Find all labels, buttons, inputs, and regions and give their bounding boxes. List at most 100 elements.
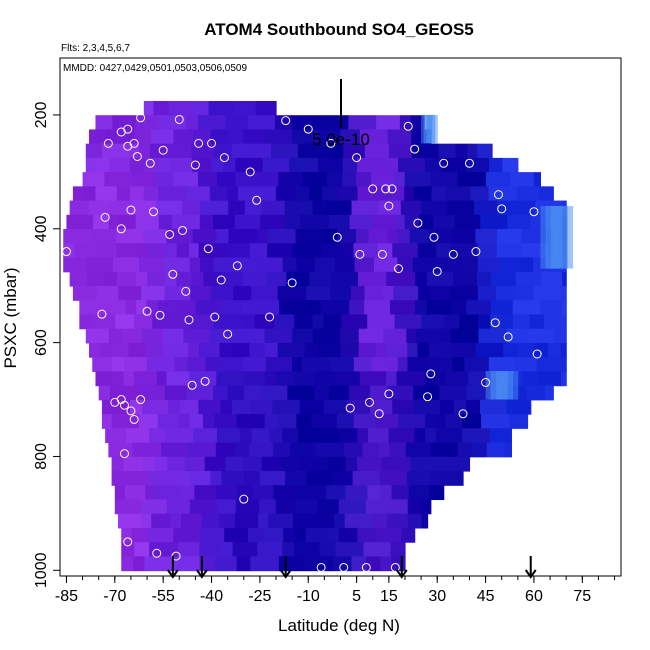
field-cell: [219, 342, 233, 358]
highlight-cell: [540, 206, 547, 269]
field-cell: [351, 556, 367, 572]
field-cell: [461, 414, 482, 429]
field-cell: [391, 485, 410, 501]
highlight-cell: [556, 206, 563, 269]
sample-point: [119, 400, 129, 410]
field-cell: [85, 143, 103, 159]
sample-point: [345, 403, 355, 413]
field-cell: [561, 300, 567, 316]
field-cell: [250, 328, 266, 344]
field-cell: [146, 357, 176, 372]
field-cell: [439, 385, 468, 401]
field-cell: [150, 129, 174, 145]
field-cell: [166, 229, 194, 244]
field-cell: [466, 285, 479, 301]
field-cell: [439, 357, 454, 372]
field-cell: [268, 513, 294, 529]
sample-point: [155, 310, 165, 320]
field-cell: [503, 342, 519, 358]
field-cell: [356, 229, 370, 244]
field-cell: [261, 456, 282, 472]
field-cell: [379, 499, 409, 515]
field-cell: [343, 243, 355, 259]
field-cell: [235, 172, 259, 187]
field-cell: [138, 143, 151, 159]
chart-title: ATOM4 Southbound SO4_GEOS5: [204, 20, 474, 39]
field-cell: [545, 385, 554, 401]
sample-point: [142, 306, 152, 316]
field-cell: [149, 143, 164, 159]
field-cell: [425, 371, 436, 387]
field-cell: [364, 143, 390, 159]
field-cell: [353, 243, 379, 259]
sample-point: [149, 207, 158, 217]
field-cell: [509, 414, 529, 429]
field-cell: [335, 542, 365, 557]
field-cell: [331, 470, 354, 486]
field-cell: [264, 527, 284, 543]
field-cell: [249, 342, 265, 358]
field-cell: [506, 328, 528, 344]
field-cell: [231, 399, 251, 415]
field-cell: [530, 399, 532, 415]
field-cell: [107, 300, 127, 316]
field-cell: [519, 257, 534, 273]
field-cell: [298, 485, 327, 501]
field-cell: [235, 157, 264, 173]
field-cell: [118, 513, 142, 529]
field-cell: [412, 257, 435, 273]
field-cell: [389, 442, 407, 458]
field-cell: [173, 172, 199, 187]
field-cell: [475, 342, 504, 358]
field-cell: [461, 428, 491, 444]
field-cell: [392, 399, 414, 415]
field-cell: [536, 357, 564, 372]
field-cell: [455, 143, 469, 159]
field-cell: [191, 143, 214, 159]
field-cell: [387, 229, 399, 244]
field-cell: [169, 157, 193, 173]
field-cell: [295, 229, 325, 244]
field-cell: [476, 271, 492, 287]
field-cell: [192, 157, 213, 173]
field-cell: [436, 243, 452, 259]
x-tick-label: -70: [103, 588, 126, 605]
field-cell: [452, 342, 477, 358]
field-cell: [450, 300, 467, 316]
field-cell: [269, 428, 283, 444]
highlight-cell: [434, 114, 438, 144]
field-cell: [309, 271, 332, 287]
field-cell: [186, 385, 214, 401]
field-cell: [197, 172, 218, 187]
highlight-cell: [431, 114, 436, 144]
sample-point: [532, 349, 542, 359]
field-cell: [373, 257, 398, 273]
field-cell: [216, 428, 241, 444]
sample-point: [126, 205, 136, 215]
sample-point: [145, 158, 155, 168]
highlight-cell: [507, 371, 513, 400]
field-cell: [194, 485, 217, 501]
x-tick-label: 45: [477, 588, 495, 605]
field-cell: [217, 357, 244, 372]
field-cell: [326, 200, 353, 216]
field-cell: [319, 542, 337, 557]
field-cell: [297, 143, 323, 159]
field-cell: [158, 300, 182, 316]
field-cell: [454, 214, 481, 230]
field-cell: [478, 314, 491, 330]
field-cell: [538, 371, 562, 387]
field-cell: [326, 172, 343, 187]
field-cell: [225, 115, 249, 131]
field-cell: [393, 172, 406, 187]
field-cell: [264, 328, 293, 344]
sample-point: [381, 184, 391, 194]
field-cell: [136, 300, 147, 316]
field-cell: [522, 371, 540, 387]
field-cell: [529, 314, 545, 330]
field-cell: [357, 527, 377, 543]
field-cell: [243, 129, 266, 145]
x-tick-label: -10: [297, 588, 320, 605]
y-axis: 200 400 600 800 1000: [33, 101, 60, 588]
field-cell: [284, 200, 314, 216]
